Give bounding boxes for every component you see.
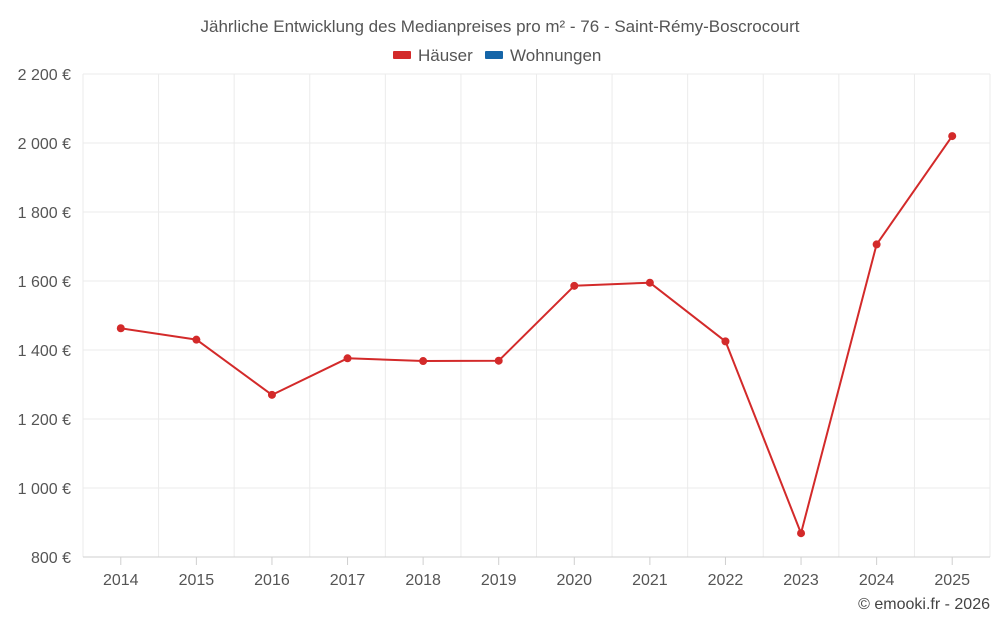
- data-point[interactable]: [872, 240, 881, 249]
- y-tick-label: 1 200 €: [18, 412, 71, 429]
- x-tick-label: 2021: [632, 572, 668, 589]
- data-point[interactable]: [494, 356, 503, 365]
- chart-title: Jährliche Entwicklung des Medianpreises …: [200, 17, 799, 36]
- x-tick-label: 2019: [481, 572, 517, 589]
- x-tick-label: 2025: [934, 572, 970, 589]
- data-point[interactable]: [419, 357, 428, 366]
- legend-swatch-haeuser[interactable]: [393, 51, 411, 59]
- x-tick-label: 2014: [103, 572, 139, 589]
- x-tick-label: 2024: [859, 572, 895, 589]
- y-tick-label: 1 000 €: [18, 481, 71, 498]
- data-point[interactable]: [797, 529, 806, 538]
- series-line-häuser: [120, 135, 954, 535]
- data-point[interactable]: [192, 335, 201, 344]
- legend-label-wohnungen[interactable]: Wohnungen: [510, 46, 601, 65]
- data-point[interactable]: [721, 337, 730, 346]
- data-point[interactable]: [343, 354, 352, 363]
- axes: 800 € 1 000 € 1 200 € 1 400 € 1 600 € 1 800 €…: [18, 67, 990, 589]
- legend-label-haeuser[interactable]: Häuser: [418, 46, 473, 65]
- legend-swatch-wohnungen[interactable]: [485, 51, 503, 59]
- x-tick-label: 2016: [254, 572, 290, 589]
- x-tick-label: 2023: [783, 572, 819, 589]
- y-tick-label: 2 000 €: [18, 136, 71, 153]
- y-tick-label: 2 200 €: [18, 67, 71, 84]
- legend: Häuser Wohnungen: [393, 46, 601, 65]
- y-tick-label: 1 400 €: [18, 343, 71, 360]
- y-tick-label: 1 800 €: [18, 205, 71, 222]
- credit-text: © emooki.fr - 2026: [858, 596, 990, 613]
- data-point[interactable]: [645, 278, 654, 287]
- x-tick-label: 2020: [556, 572, 592, 589]
- x-tick-label: 2017: [330, 572, 366, 589]
- data-point[interactable]: [116, 324, 125, 333]
- data-point[interactable]: [267, 390, 276, 399]
- y-tick-label: 800 €: [31, 550, 71, 567]
- x-tick-label: 2015: [179, 572, 215, 589]
- data-point[interactable]: [570, 281, 579, 290]
- data-point[interactable]: [948, 132, 957, 141]
- x-tick-label: 2018: [405, 572, 441, 589]
- x-tick-label: 2022: [708, 572, 744, 589]
- series-layer: [116, 132, 957, 538]
- y-tick-label: 1 600 €: [18, 274, 71, 291]
- grid: [82, 73, 991, 557]
